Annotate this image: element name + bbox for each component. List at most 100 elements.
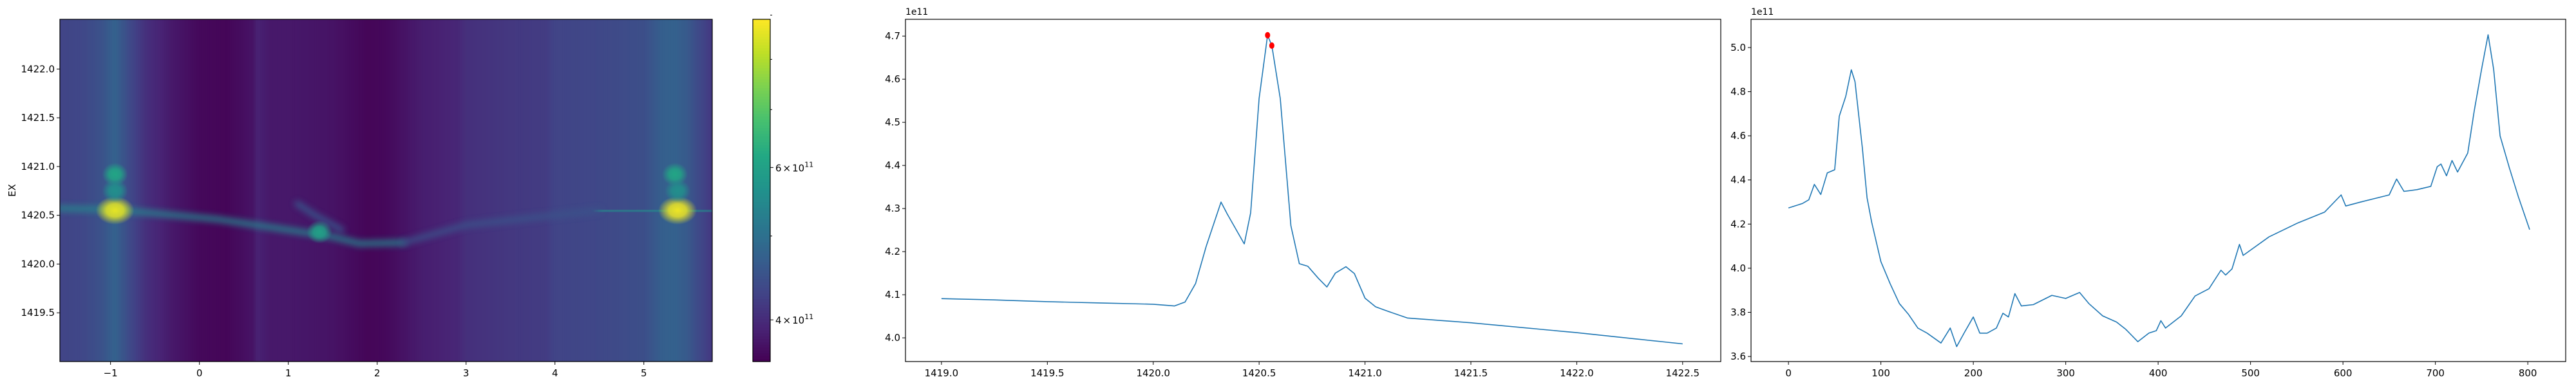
colorbar-segment <box>753 125 770 129</box>
heatmap-column <box>353 19 356 362</box>
heatmap-xtick-label: 2 <box>374 367 381 379</box>
heatmap-column <box>638 19 641 362</box>
heatmap-ytick-label: 1421.5 <box>21 112 55 124</box>
heatmap-column <box>175 19 178 362</box>
heatmap-column <box>605 19 609 362</box>
heatmap-column <box>629 19 632 362</box>
heatmap-ytick-label: 1422.0 <box>21 63 55 75</box>
heatmap-column <box>218 19 222 362</box>
heatmap-column <box>636 19 639 362</box>
heatmap-column <box>321 19 324 362</box>
heatmap-column <box>495 19 498 362</box>
heatmap-column <box>231 19 234 362</box>
heatmap-column <box>440 19 443 362</box>
heatmap-hotspot <box>102 162 128 186</box>
colorbar-segment <box>753 296 770 300</box>
heatmap-column <box>192 19 195 362</box>
heatmap-column <box>234 19 237 362</box>
heatmap-column <box>466 19 469 362</box>
heatmap-column <box>346 19 350 362</box>
heatmap-column <box>647 19 650 362</box>
heatmap-column <box>540 19 544 362</box>
heatmap-column <box>305 19 308 362</box>
heatmap-column <box>355 19 359 362</box>
heatmap-column <box>60 19 62 362</box>
heatmap-column <box>582 19 585 362</box>
heatmap-column <box>207 19 211 362</box>
heatmap-column <box>151 19 154 362</box>
heatmap-column <box>153 19 156 362</box>
heatmap-column <box>634 19 637 362</box>
heatmap-column <box>401 19 404 362</box>
index-profile-xtick-label: 200 <box>1964 367 1983 379</box>
heatmap-column <box>392 19 395 362</box>
colorbar-segment <box>753 79 770 83</box>
heatmap-column <box>464 19 468 362</box>
heatmap-column <box>588 19 591 362</box>
colorbar-segment <box>753 321 770 325</box>
index-profile-xtick-label: 100 <box>1871 367 1890 379</box>
heatmap-column <box>299 19 302 362</box>
ex-profile-ytick-label: 4.4 <box>885 160 900 171</box>
heatmap-column <box>403 19 406 362</box>
ex-profile-xtick-label: 1419.0 <box>925 367 959 379</box>
colorbar-segment <box>753 333 770 336</box>
heatmap-column <box>279 19 283 362</box>
heatmap-column <box>223 19 226 362</box>
ex-profile-offset-text: 1e11 <box>905 7 928 17</box>
heatmap-column <box>529 19 533 362</box>
heatmap-column <box>144 19 147 362</box>
colorbar-segment <box>753 230 770 234</box>
heatmap-column <box>99 19 102 362</box>
colorbar-segment <box>753 173 770 177</box>
ex-profile-peak-marker <box>1265 32 1271 39</box>
heatmap-column <box>70 19 73 362</box>
index-profile-ytick-label: 5.0 <box>1730 42 1746 53</box>
heatmap-column <box>294 19 298 362</box>
heatmap-column <box>468 19 471 362</box>
heatmap-column <box>490 19 493 362</box>
heatmap-column <box>95 19 98 362</box>
colorbar-tick-base: 10 <box>792 162 804 174</box>
heatmap-column <box>136 19 139 362</box>
line-chart-ex-profile: 1419.0 1419.5 1420.0 1420.5 1421.0 1421.5 1422… <box>885 7 1721 379</box>
heatmap-column <box>451 19 454 362</box>
heatmap-column <box>544 19 547 362</box>
heatmap-column <box>194 19 198 362</box>
heatmap-column <box>327 19 330 362</box>
heatmap-column <box>373 19 376 362</box>
heatmap-column <box>697 19 700 362</box>
line-chart-index-profile: 0 100 200 300 400 500 600 700 800 3.6 3.8 4.0 4.2 4.4… <box>1730 7 2566 379</box>
heatmap-column <box>575 19 578 362</box>
heatmap-column <box>412 19 415 362</box>
heatmap-column <box>253 19 256 362</box>
heatmap-column <box>659 19 663 362</box>
heatmap-ytick-label: 1420.5 <box>21 210 55 221</box>
ex-profile-ytick-label: 4.1 <box>885 289 900 300</box>
colorbar-segment <box>753 33 770 37</box>
heatmap-xtick-label: 0 <box>196 367 203 379</box>
heatmap-column <box>499 19 502 362</box>
colorbar-segment <box>753 167 770 171</box>
heatmap-column <box>288 19 291 362</box>
colorbar-segment <box>753 301 770 305</box>
colorbar-segment <box>753 139 770 143</box>
heatmap-column <box>586 19 589 362</box>
heatmap-column <box>277 19 280 362</box>
ex-profile-axes-frame <box>905 19 1721 362</box>
colorbar-segment <box>753 210 770 214</box>
heatmap-column <box>547 19 550 362</box>
heatmap-column <box>438 19 441 362</box>
colorbar-segment <box>753 36 770 40</box>
heatmap-image <box>60 19 712 362</box>
colorbar-segment <box>753 73 770 77</box>
colorbar-segment <box>753 255 770 259</box>
heatmap-column <box>618 19 621 362</box>
colorbar-segment <box>753 253 770 257</box>
colorbar-segment <box>753 110 770 114</box>
ex-profile-ytick-label: 4.0 <box>885 332 900 344</box>
heatmap-column <box>349 19 352 362</box>
colorbar-segment <box>753 105 770 109</box>
heatmap-column <box>422 19 426 362</box>
heatmap-column <box>397 19 400 362</box>
